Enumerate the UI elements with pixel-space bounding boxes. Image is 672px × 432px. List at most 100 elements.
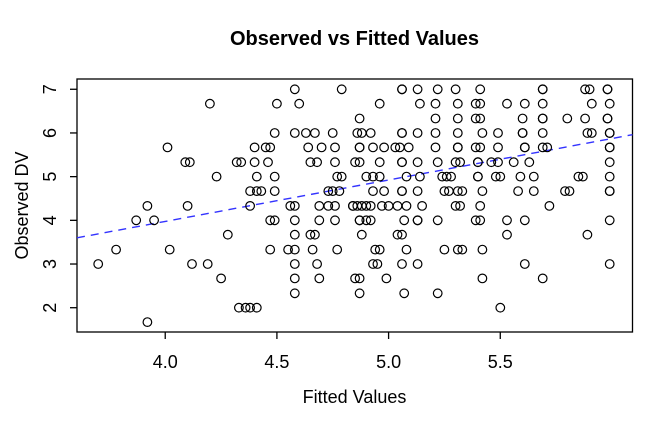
data-point (368, 259, 378, 269)
data-point (350, 157, 361, 168)
data-point (334, 186, 345, 197)
data-point (430, 98, 441, 109)
data-point (450, 84, 461, 95)
data-point (251, 186, 262, 197)
data-point (441, 171, 452, 182)
data-point (401, 171, 412, 182)
data-point (586, 98, 597, 109)
data-point (432, 288, 443, 299)
data-point (314, 200, 325, 211)
data-point (515, 171, 526, 182)
data-point (397, 186, 407, 197)
data-point (231, 157, 242, 168)
data-point (495, 171, 506, 182)
data-point (586, 128, 597, 138)
data-point (417, 200, 428, 211)
data-point (251, 302, 262, 313)
data-point (233, 302, 244, 313)
y-tick-label: 6 (40, 128, 60, 138)
data-point (446, 171, 457, 182)
data-point (361, 200, 372, 211)
data-point (265, 215, 276, 226)
data-point (578, 171, 588, 182)
data-point (537, 273, 548, 284)
data-point (399, 288, 410, 299)
data-point (580, 113, 590, 124)
data-point (142, 317, 153, 328)
data-point (473, 157, 483, 168)
data-point (528, 186, 539, 197)
data-point (368, 142, 378, 153)
data-point (131, 215, 142, 226)
x-tick-label: 4.5 (264, 352, 289, 372)
data-point (316, 142, 327, 153)
data-point (495, 302, 506, 313)
data-point (365, 128, 376, 138)
data-point (604, 128, 615, 138)
data-point (330, 215, 340, 226)
data-point (390, 142, 401, 153)
data-point (312, 259, 323, 269)
data-point (502, 215, 512, 226)
data-point (327, 186, 338, 197)
data-point (269, 128, 280, 138)
data-point (430, 128, 441, 138)
data-point (519, 98, 530, 109)
data-point (432, 215, 443, 226)
y-tick-label: 3 (40, 259, 60, 269)
data-point (602, 84, 613, 95)
data-point (312, 157, 323, 168)
data-point (149, 215, 160, 226)
data-point (162, 142, 173, 153)
data-point (314, 273, 325, 284)
x-tick-label: 4.0 (153, 352, 178, 372)
data-point (164, 244, 175, 255)
data-point (475, 215, 486, 226)
data-point (305, 229, 316, 240)
data-point (582, 229, 593, 240)
y-tick-label: 5 (40, 172, 60, 182)
data-point (544, 200, 555, 211)
data-point (564, 186, 575, 197)
x-tick-label: 5.0 (376, 352, 401, 372)
data-point (222, 229, 233, 240)
data-point (412, 128, 423, 138)
data-point (354, 142, 365, 153)
data-point (457, 244, 468, 255)
data-point (604, 157, 615, 168)
data-point (582, 128, 593, 138)
data-point (377, 200, 387, 211)
data-point (415, 98, 425, 109)
data-point (305, 157, 316, 168)
data-point (374, 244, 385, 255)
data-point (354, 113, 365, 124)
y-tick-label: 7 (40, 84, 60, 94)
data-point (493, 128, 503, 138)
chart-title: Observed vs Fitted Values (230, 28, 479, 50)
data-point (354, 215, 365, 226)
data-point (397, 259, 407, 269)
data-point (470, 98, 481, 109)
data-point (332, 244, 343, 255)
data-point (455, 200, 466, 211)
data-point (310, 229, 320, 240)
y-tick-label: 2 (40, 303, 60, 313)
data-point (475, 84, 486, 95)
data-point (412, 186, 423, 197)
data-point (602, 113, 613, 124)
data-point (372, 259, 383, 269)
data-point (430, 113, 441, 124)
data-point (350, 273, 361, 284)
data-point (216, 273, 227, 284)
data-point (519, 215, 530, 226)
data-point (537, 128, 548, 138)
data-point (452, 142, 463, 153)
data-point (604, 98, 615, 109)
data-point (111, 244, 121, 255)
x-axis-title: Fitted Values (303, 387, 407, 407)
data-point (452, 128, 463, 138)
data-point (361, 215, 372, 226)
data-point (301, 128, 311, 138)
